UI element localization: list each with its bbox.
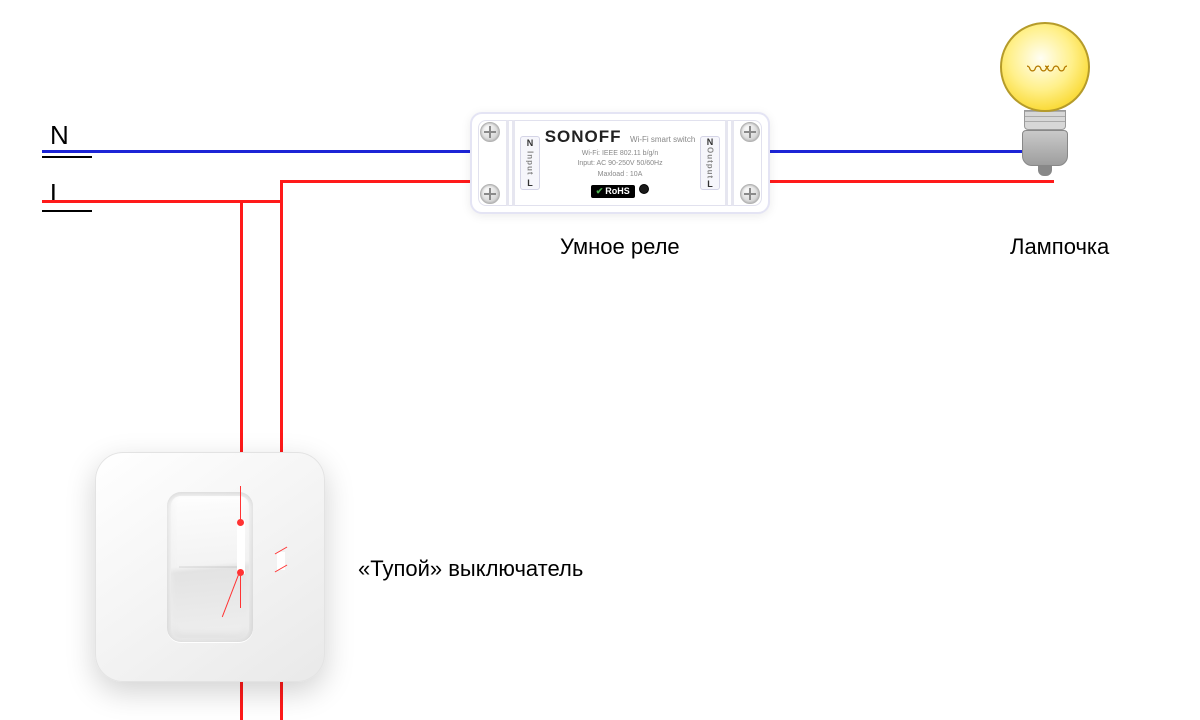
relay-input-terminal: N Input L (520, 136, 540, 190)
wall-switch (95, 452, 325, 682)
relay-subtitle: Wi-Fi smart switch (630, 135, 695, 144)
n-underline (42, 156, 92, 158)
relay-spec: Input: AC 90-250V 50/60Hz (577, 160, 662, 167)
relay-spec: Maxload : 10A (598, 171, 643, 178)
relay-output-terminal: N Output L (700, 136, 720, 190)
switch-caption: «Тупой» выключатель (358, 556, 583, 582)
live-label: L (50, 178, 64, 209)
wire-n-main (42, 150, 470, 153)
relay-caption: Умное реле (560, 234, 680, 260)
wire-l-to-relay (280, 180, 470, 183)
relay-spec: Wi-Fi: IEEE 802.11 b/g/n (582, 150, 659, 157)
rohs-badge: RoHS (591, 185, 635, 198)
bulb-caption: Лампочка (1010, 234, 1109, 260)
light-bulb: 〰〰 (1000, 22, 1090, 176)
wire-l-main (42, 200, 280, 203)
wire-l-out (770, 180, 1054, 183)
screw-icon (480, 122, 500, 142)
screw-icon (480, 184, 500, 204)
smart-relay: N Input L N Output L SONOFF Wi-Fi smart … (470, 112, 770, 214)
relay-brand: SONOFF (545, 127, 622, 146)
screw-icon (740, 184, 760, 204)
led-icon (639, 184, 649, 194)
l-underline (42, 210, 92, 212)
screw-icon (740, 122, 760, 142)
neutral-label: N (50, 120, 69, 151)
